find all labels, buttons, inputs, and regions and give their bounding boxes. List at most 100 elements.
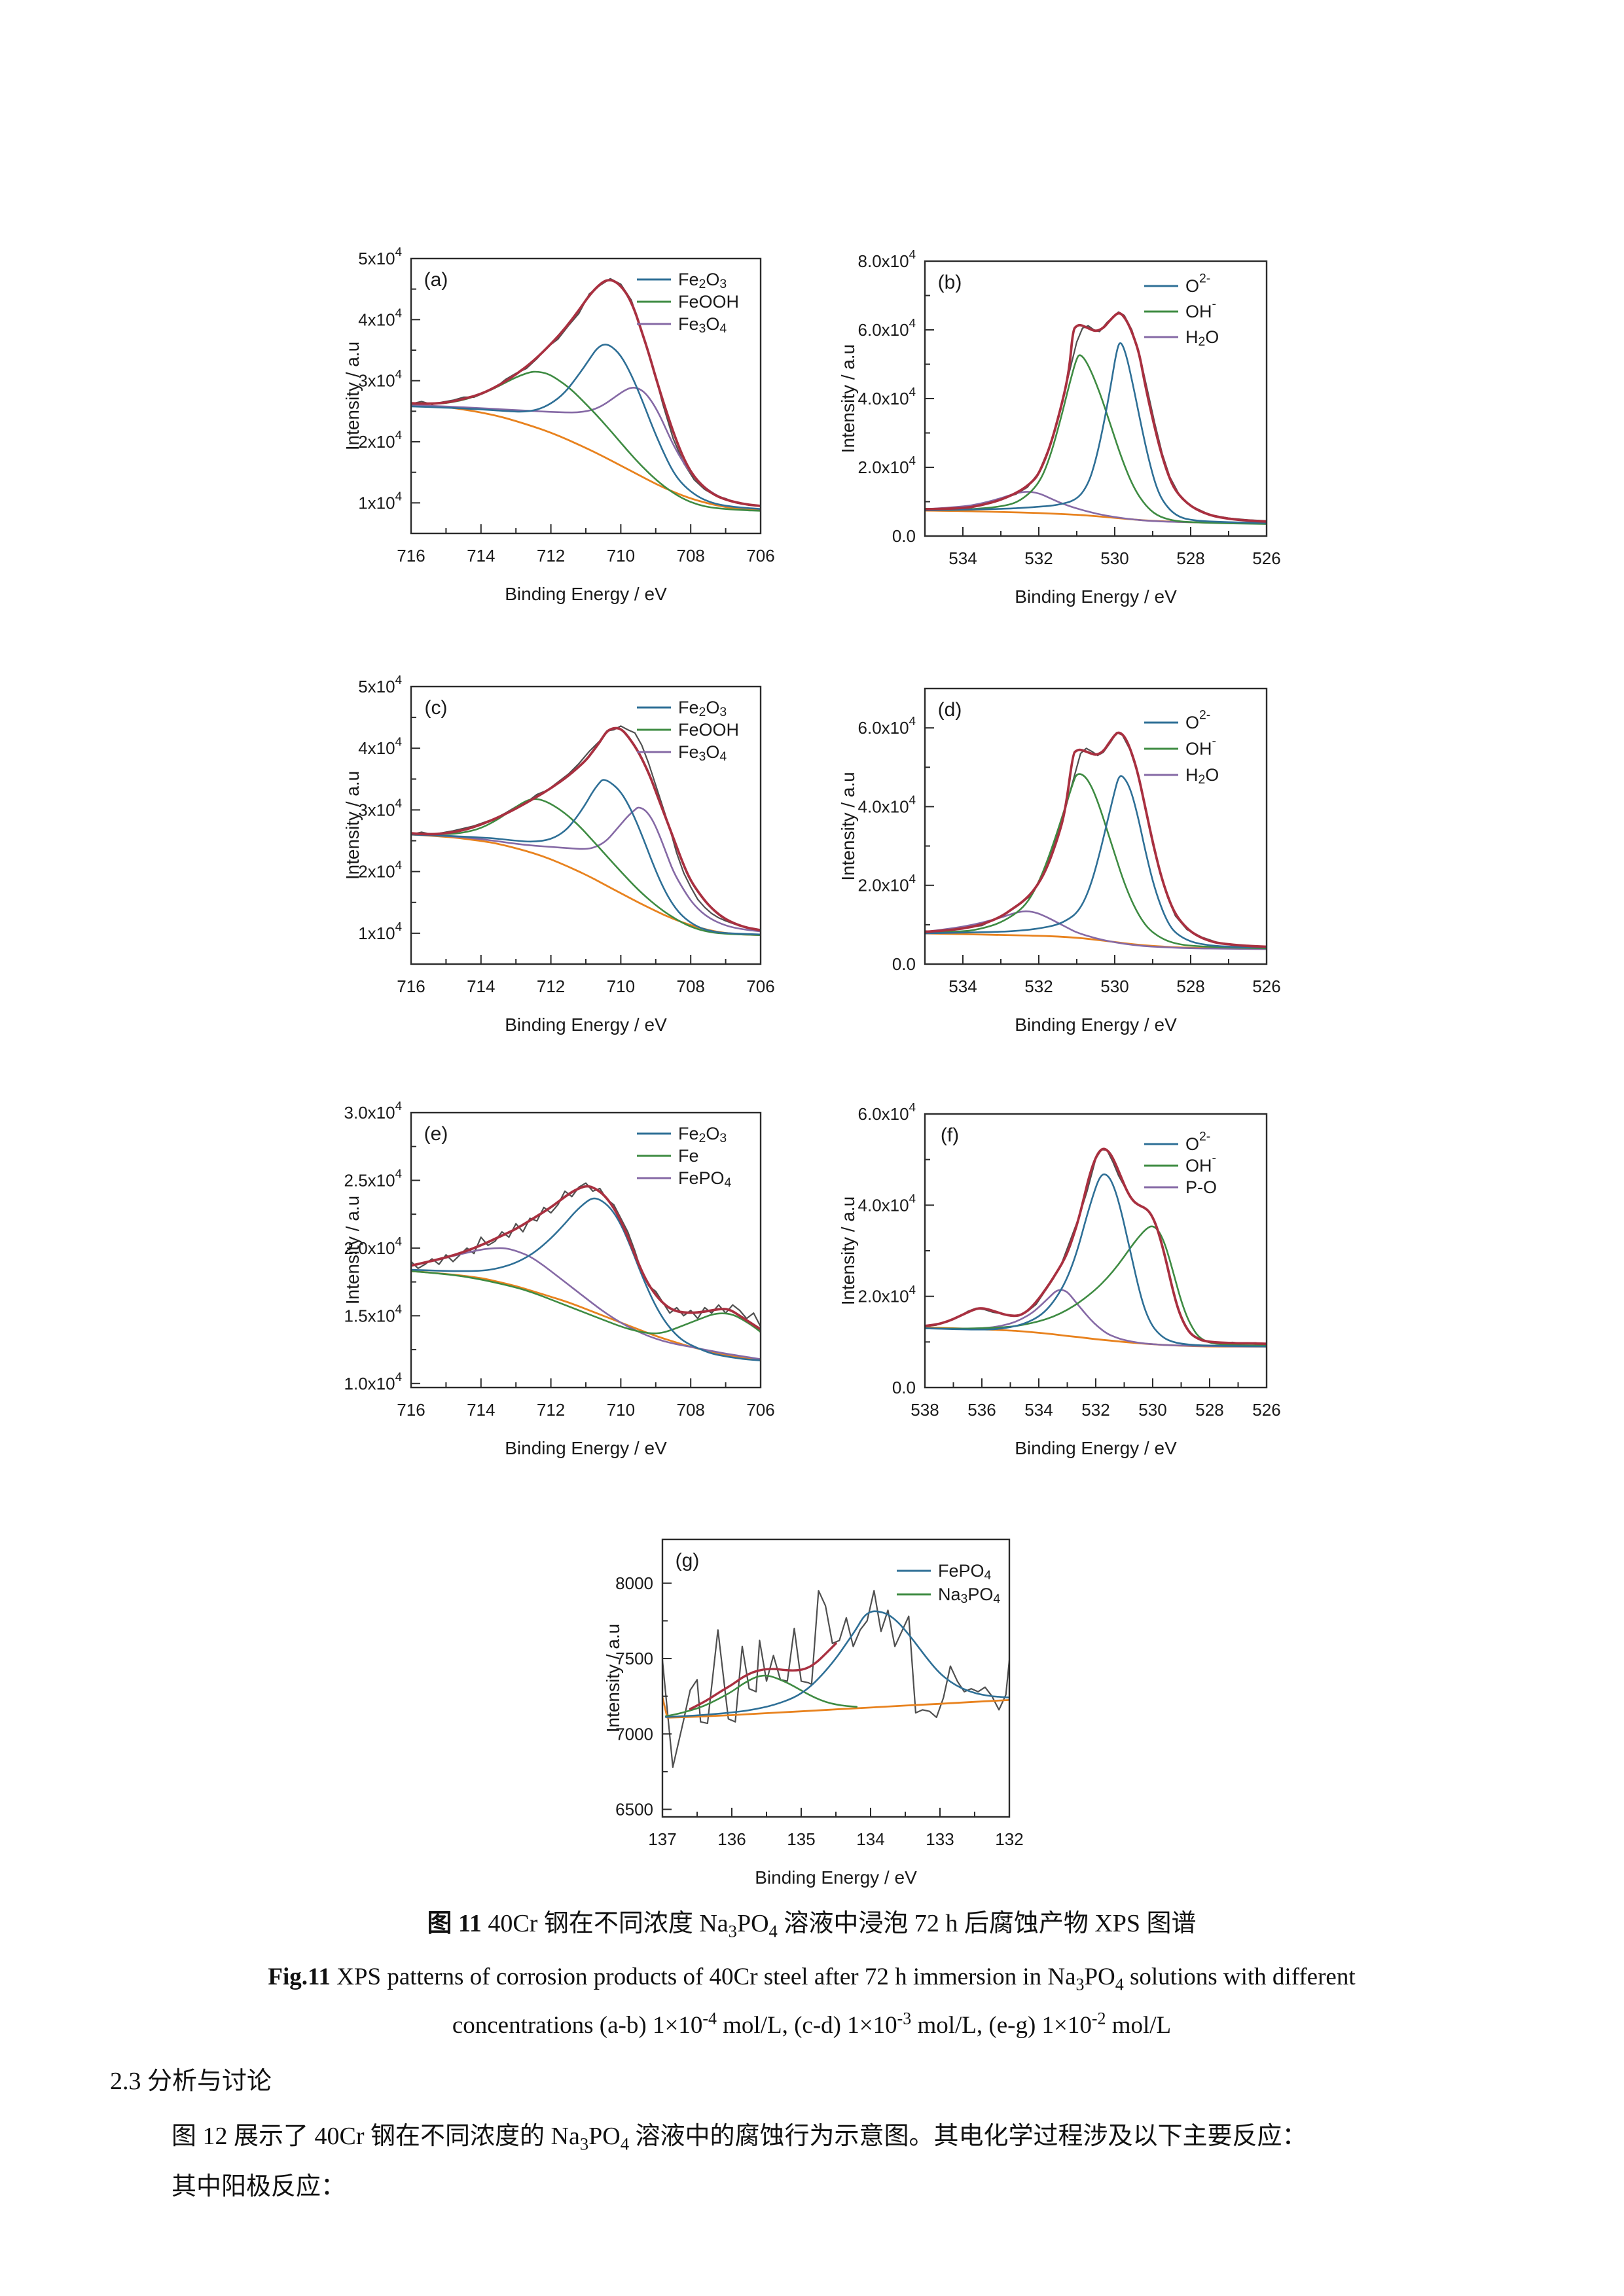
x-tick-label: 712 [537,546,565,565]
legend-d: O2-OH- H2O [1144,708,1219,787]
y-tick-label: 2.0x104 [858,871,916,895]
legend-label: H2O [1185,765,1219,787]
y-tick-label: 7500 [615,1649,653,1668]
x-tick-label: 526 [1252,1400,1280,1420]
section-heading: 2.3 分析与讨论 [110,2068,272,2095]
y-tick-label: 4.0x104 [858,385,916,408]
series-fit-envelope [924,312,1267,523]
y-axis-label: Intensity / a.u [838,1196,858,1306]
series-group-b [924,311,1267,525]
x-tick-label: 530 [1100,977,1128,996]
y-axis-label: Intensity / a.u [342,342,363,451]
x-tick-label: 716 [397,977,425,996]
xps-spectrum-g-svg: 137 136 135 134 133 132 8000 7500 7000 6500 Bindin… [603,1538,1024,1888]
panel-letter: (g) [676,1550,700,1571]
axes-a: 716 714 712 710 708 706 5x104 4x104 3x104 2x104 1x… [358,245,774,565]
x-tick-label: 532 [1024,548,1053,568]
panel-letter: (b) [938,272,962,293]
figure-caption-en-line1: Fig.11 XPS patterns of corrosion product… [268,1964,1356,1994]
series-Fe3O4 [410,806,761,933]
legend-label: OH- [1185,297,1216,321]
x-tick-label: 710 [607,546,635,565]
series-Fe2O3 [410,344,761,510]
series-H2O [924,491,1267,524]
xps-chart-g: 137 136 135 134 133 132 8000 7500 7000 6500 Bindin… [518,1507,1041,1915]
series-group-a [410,278,761,512]
x-axis-label: Binding Energy / eV [505,584,667,604]
legend-label: Fe [678,1146,699,1166]
x-tick-label: 132 [995,1829,1023,1849]
x-tick-label: 712 [537,977,565,996]
x-tick-label: 528 [1176,548,1204,568]
series-group-e [410,1182,761,1361]
x-tick-label: 708 [677,546,705,565]
y-tick-label: 0.0 [892,954,916,974]
legend-label: Fe3O4 [678,314,727,336]
series-O2 [924,1173,1267,1348]
x-axis-label: Binding Energy / eV [505,1438,667,1458]
xps-chart-e: 716 714 712 710 708 706 3.0x104 2.5x104 2.0x104 1… [267,1080,792,1486]
series-Fe2O3 [410,779,761,936]
x-tick-label: 536 [967,1400,996,1420]
axes-f: 538 536 534 532 530 528 526 6.0x104 4.0x104 2.0x1… [858,1100,1281,1420]
x-axis-label: Binding Energy / eV [1015,1438,1177,1458]
x-tick-label: 708 [677,1400,705,1420]
x-tick-label: 526 [1252,977,1280,996]
series-raw-data [410,278,758,507]
x-tick-label: 532 [1081,1400,1110,1420]
x-tick-label: 538 [911,1400,939,1420]
x-tick-label: 534 [1024,1400,1053,1420]
axes-g: 137 136 135 134 133 132 8000 7500 7000 6500 [615,1538,1024,1849]
x-tick-label: 532 [1024,977,1053,996]
body-paragraph-2: 其中阳极反应： [171,2173,346,2200]
series-FeOOH [410,798,761,936]
legend-label: Na3PO4 [938,1585,1000,1606]
series-fit-envelope [410,279,761,507]
series-FePO4 [665,1610,1010,1718]
y-tick-label: 4x104 [358,306,402,329]
y-tick-label: 1x104 [358,919,402,942]
y-tick-label: 8000 [615,1573,653,1593]
y-tick-label: 8.0x104 [858,247,916,271]
x-axis-label: Binding Energy / eV [505,1014,667,1035]
series-fit-envelope [689,1642,837,1710]
y-axis-label: Intensity / a.u [603,1624,623,1733]
xps-spectrum-a-svg: 716 714 712 710 708 706 5x104 4x104 3x104 2x104 1x… [342,245,775,604]
y-tick-label: 6.0x104 [858,1100,916,1124]
series-fit-envelope [410,1185,761,1331]
panel-letter: (c) [425,697,448,719]
axes-c: 716 714 712 710 708 706 5x104 4x104 3x104 2x104 1x… [358,673,774,996]
x-tick-label: 710 [607,1400,635,1420]
series-OH [924,1225,1267,1347]
y-tick-label: 2x104 [358,428,402,452]
legend-label: FePO4 [938,1561,992,1583]
axes-e: 716 714 712 710 708 706 3.0x104 2.5x104 2.0x104 1… [344,1099,775,1420]
legend-label: Fe2O3 [678,1124,727,1145]
y-tick-label: 0.0 [892,526,916,546]
legend-label: Fe3O4 [678,742,727,764]
x-tick-label: 716 [397,1400,425,1420]
x-tick-label: 714 [467,546,495,565]
series-group-g [662,1590,1010,1768]
series-fit-envelope [410,726,761,932]
series-raw-data [410,1182,761,1327]
panel-letter: (d) [938,699,962,721]
y-tick-label: 1.5x104 [344,1302,402,1325]
x-tick-label: 526 [1252,548,1280,568]
xps-chart-d: 534 532 530 528 526 6.0x104 4.0x104 2.0x104 0.0 B… [781,656,1298,1062]
y-tick-label: 3x104 [358,796,402,819]
xps-spectrum-c-svg: 716 714 712 710 708 706 5x104 4x104 3x104 2x104 1x… [342,673,775,1035]
x-tick-label: 716 [397,546,425,565]
y-tick-label: 6500 [615,1799,653,1819]
series-group-c [410,725,761,937]
legend-b: O2-OH- H2O [1144,272,1219,349]
legend-label: P-O [1185,1177,1217,1197]
series-FePO4 [410,1247,761,1360]
legend-label: O2- [1185,272,1210,296]
y-tick-label: 2.0x104 [858,454,916,477]
legend-label: FeOOH [678,292,739,312]
y-tick-label: 4.0x104 [858,793,916,816]
